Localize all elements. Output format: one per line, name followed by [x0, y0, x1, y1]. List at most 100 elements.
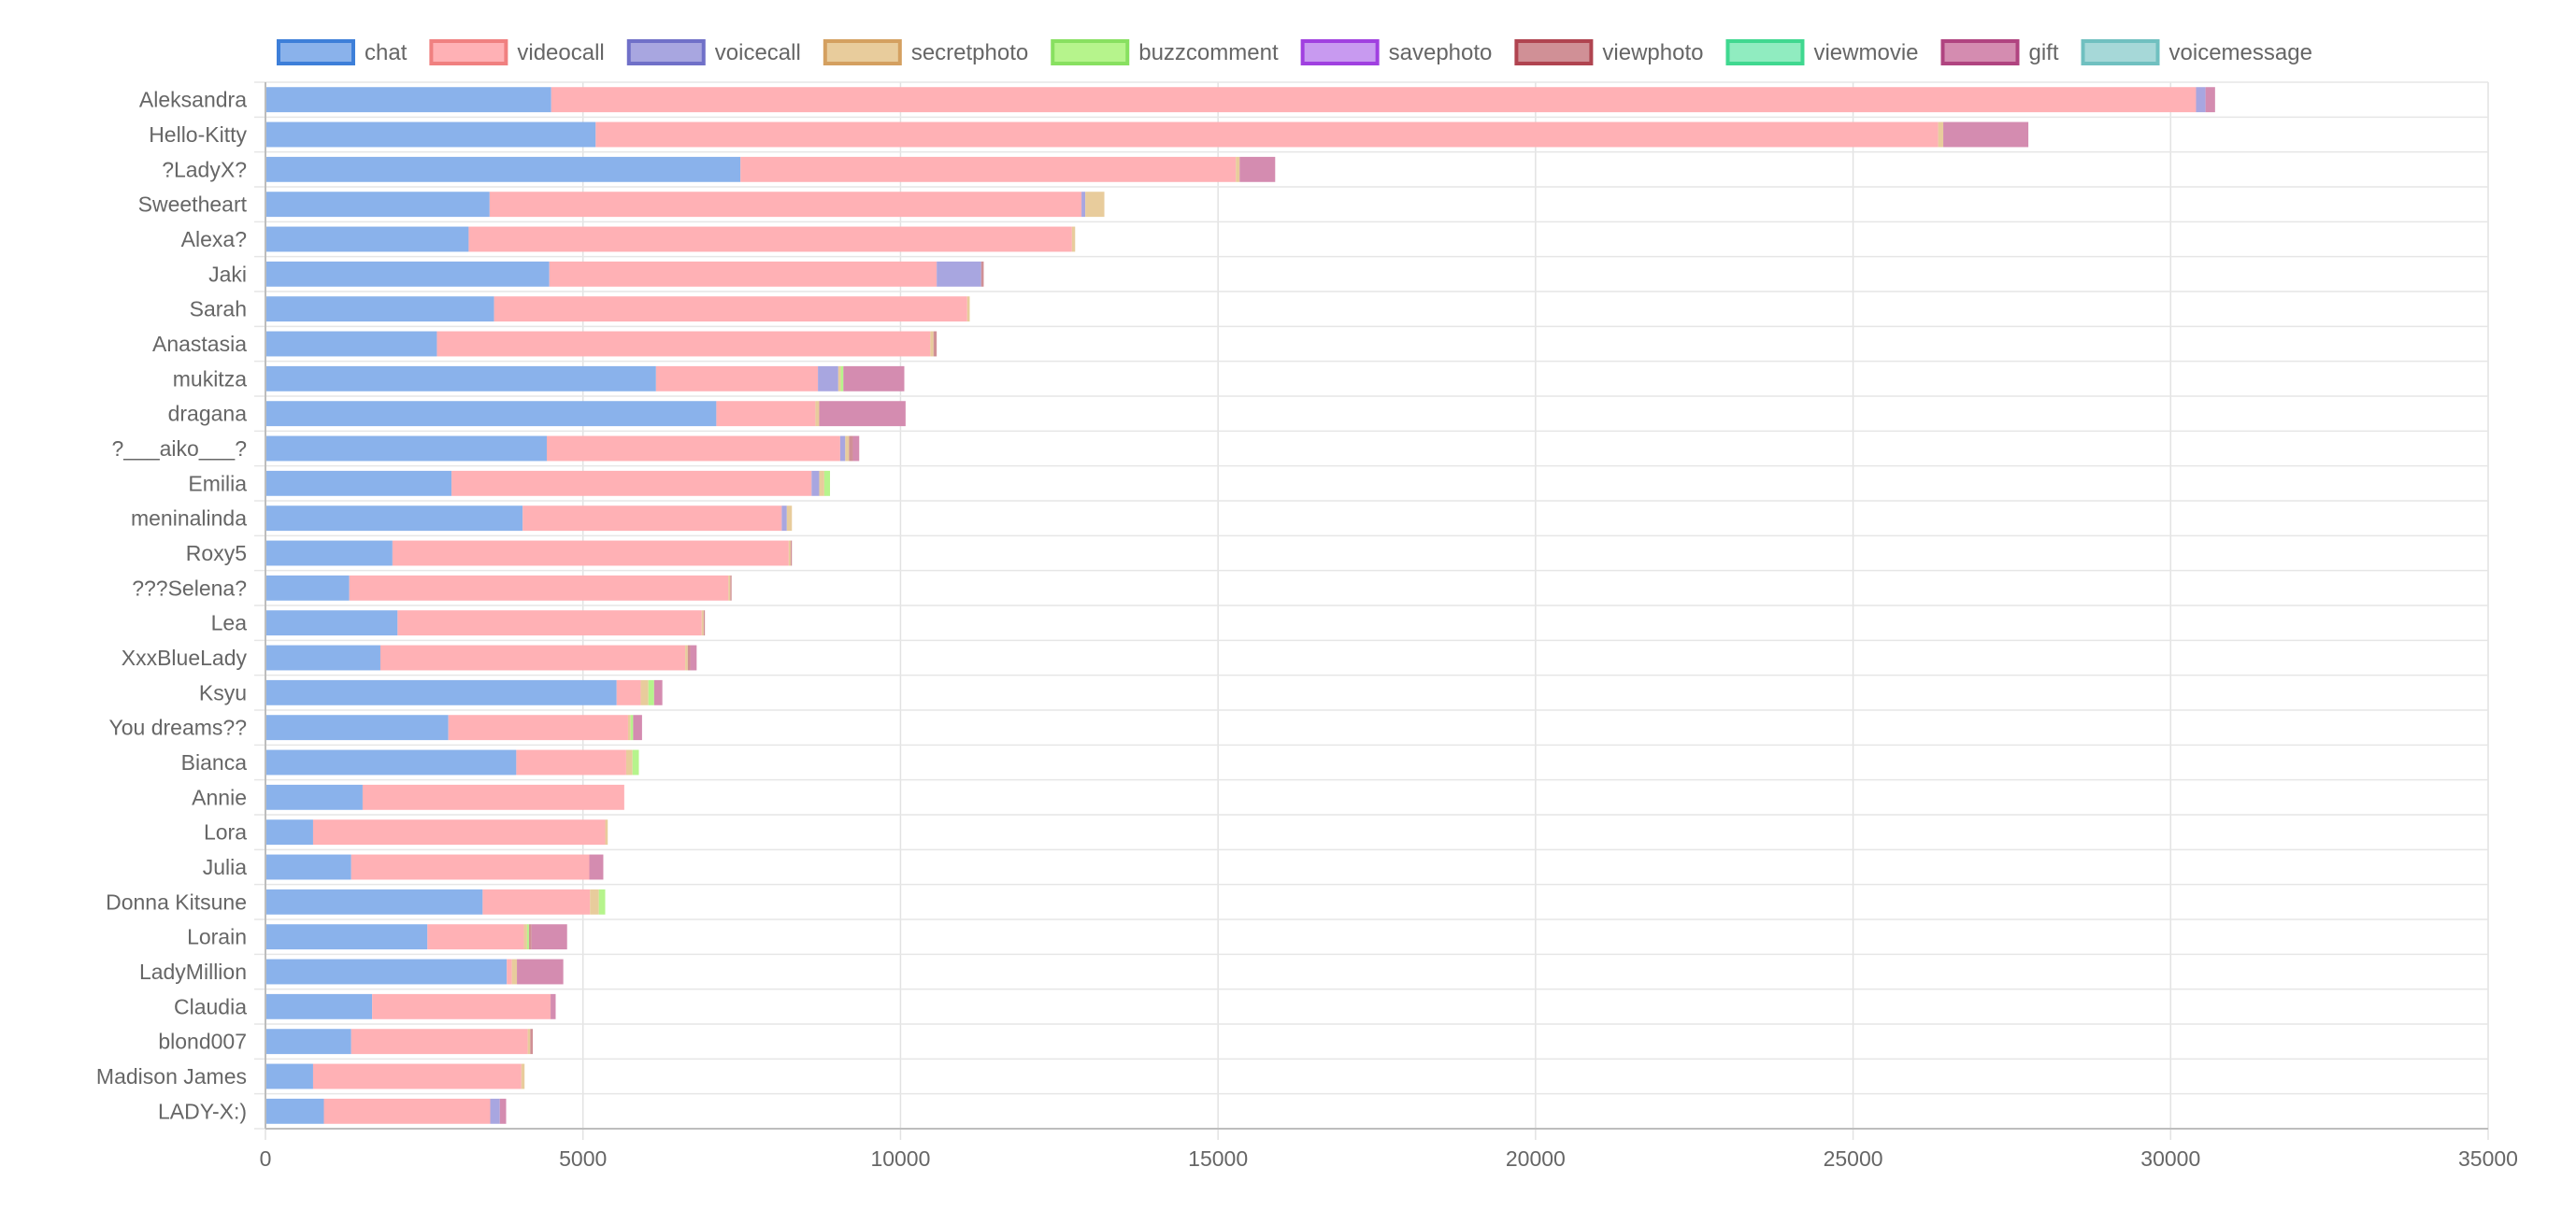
- bar-videocall-7: [436, 331, 931, 357]
- category-label-28: Madison James: [96, 1064, 247, 1089]
- bar-videocall-29: [323, 1098, 491, 1124]
- bar-chat-27: [265, 1029, 351, 1055]
- category-label-15: Lea: [211, 611, 248, 635]
- legend-label-videocall: videocall: [517, 40, 604, 65]
- bar-chat-3: [265, 192, 490, 218]
- category-label-23: Donna Kitsune: [106, 890, 247, 914]
- bar-chat-5: [265, 261, 550, 287]
- legend-label-gift: gift: [2029, 40, 2059, 65]
- x-tick-label-1: 5000: [559, 1146, 607, 1171]
- bar-chat-29: [265, 1098, 324, 1124]
- bar-chat-20: [265, 784, 363, 810]
- legend-swatch-voicecall: [626, 39, 706, 65]
- bar-videocall-12: [522, 505, 782, 532]
- bar-videocall-2: [740, 156, 1237, 182]
- bar-chat-1: [265, 121, 596, 148]
- bar-chat-16: [265, 645, 380, 671]
- legend-label-voicemessage: voicemessage: [2169, 40, 2312, 65]
- legend-label-chat: chat: [365, 40, 408, 65]
- legend-swatch-buzzcomment: [1051, 39, 1130, 65]
- legend-item-videocall[interactable]: videocall: [429, 39, 605, 65]
- bar-videocall-21: [312, 819, 606, 846]
- category-label-17: Ksyu: [199, 680, 247, 705]
- bar-voicecall-3: [1081, 192, 1086, 218]
- x-tick-label-3: 15000: [1188, 1146, 1248, 1171]
- bar-chat-8: [265, 365, 656, 391]
- bar-voicecall-0: [2196, 87, 2206, 113]
- legend-swatch-voicemessage: [2081, 39, 2160, 65]
- bar-videocall-26: [372, 993, 551, 1019]
- x-tick-label-0: 0: [260, 1146, 272, 1171]
- x-tick-label-6: 30000: [2140, 1146, 2200, 1171]
- bar-chat-23: [265, 889, 483, 915]
- bar-chat-15: [265, 610, 398, 636]
- bar-chat-7: [265, 331, 437, 357]
- bar-videocall-14: [349, 575, 729, 601]
- legend-label-viewphoto: viewphoto: [1602, 40, 1703, 65]
- legend-item-viewmovie[interactable]: viewmovie: [1725, 39, 1919, 65]
- x-tick-label-2: 10000: [870, 1146, 930, 1171]
- legend-label-buzzcomment: buzzcomment: [1138, 40, 1279, 65]
- bar-secretphoto-12: [786, 505, 793, 532]
- legend-item-voicemessage[interactable]: voicemessage: [2081, 39, 2312, 65]
- legend-item-gift[interactable]: gift: [1940, 39, 2059, 65]
- bar-buzzcomment-17: [648, 679, 654, 705]
- category-label-6: Sarah: [190, 297, 247, 321]
- category-label-9: dragana: [168, 402, 248, 426]
- bar-chat-12: [265, 505, 523, 532]
- bar-chat-9: [265, 401, 717, 427]
- bar-gift-10: [852, 435, 860, 462]
- bar-videocall-20: [362, 784, 624, 810]
- category-label-20: Annie: [192, 785, 247, 809]
- legend-item-viewphoto[interactable]: viewphoto: [1514, 39, 1703, 65]
- bar-gift-0: [2205, 87, 2215, 113]
- bar-viewphoto-24: [528, 924, 532, 950]
- bar-gift-9: [819, 401, 906, 427]
- bar-videocall-18: [448, 715, 628, 741]
- bar-viewphoto-10: [849, 435, 853, 462]
- bar-videocall-27: [351, 1029, 528, 1055]
- bar-secretphoto-16: [685, 645, 688, 671]
- legend-swatch-chat: [277, 39, 355, 65]
- bar-secretphoto-28: [521, 1063, 525, 1089]
- category-label-12: meninalinda: [131, 506, 247, 531]
- bar-chat-17: [265, 679, 617, 705]
- category-label-14: ???Selena?: [132, 576, 247, 600]
- bar-videocall-0: [551, 87, 2197, 113]
- bar-videocall-8: [655, 365, 819, 391]
- bar-buzzcomment-18: [630, 715, 634, 741]
- legend-swatch-secretphoto: [823, 39, 902, 65]
- category-label-10: ?___aiko___?: [111, 436, 247, 461]
- legend-item-secretphoto[interactable]: secretphoto: [823, 39, 1028, 65]
- category-label-4: Alexa?: [181, 227, 247, 251]
- bar-gift-17: [653, 679, 663, 705]
- bar-gift-18: [633, 715, 642, 741]
- bar-videocall-4: [468, 226, 1072, 252]
- legend-item-buzzcomment[interactable]: buzzcomment: [1051, 39, 1279, 65]
- bar-chat-13: [265, 540, 393, 566]
- bar-videocall-22: [351, 854, 590, 880]
- bar-gift-22: [589, 854, 604, 880]
- bar-videocall-19: [516, 749, 626, 776]
- bar-viewphoto-7: [933, 331, 937, 357]
- legend-item-voicecall[interactable]: voicecall: [626, 39, 801, 65]
- legend-item-savephoto[interactable]: savephoto: [1300, 39, 1493, 65]
- bar-gift-1: [1943, 121, 2029, 148]
- bar-secretphoto-24: [523, 924, 527, 950]
- legend-swatch-savephoto: [1300, 39, 1380, 65]
- bar-voicecall-29: [490, 1098, 500, 1124]
- category-label-25: LadyMillion: [139, 960, 247, 984]
- category-label-29: LADY-X:): [158, 1099, 247, 1123]
- bar-secretphoto-4: [1071, 226, 1076, 252]
- bar-videocall-28: [312, 1063, 522, 1089]
- bar-gift-2: [1239, 156, 1276, 182]
- bar-videocall-10: [546, 435, 840, 462]
- legend-item-chat[interactable]: chat: [277, 39, 408, 65]
- legend-label-voicecall: voicecall: [715, 40, 801, 65]
- bar-secretphoto-23: [590, 889, 599, 915]
- bar-secretphoto-19: [625, 749, 633, 776]
- bar-chat-11: [265, 470, 452, 496]
- category-label-21: Lora: [204, 820, 247, 845]
- x-tick-labels: 0 5000 10000 15000 20000 25000 30000 35000: [260, 1146, 2518, 1171]
